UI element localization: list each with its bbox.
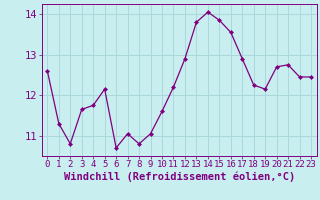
X-axis label: Windchill (Refroidissement éolien,°C): Windchill (Refroidissement éolien,°C) — [64, 172, 295, 182]
